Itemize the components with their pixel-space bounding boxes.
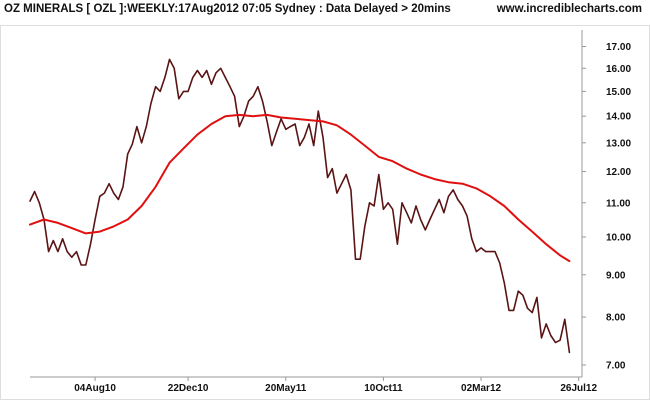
y-tick-label: 11.00: [606, 198, 631, 209]
x-tick-label: 10Oct11: [364, 383, 403, 394]
y-tick-label: 16.00: [606, 64, 631, 75]
y-tick-label: 14.00: [606, 112, 631, 123]
x-tick-label: 22Dec10: [168, 383, 209, 394]
x-tick-label: 02Mar12: [461, 383, 501, 394]
x-tick-label: 20May11: [265, 383, 307, 394]
chart-frame: [0, 25, 650, 400]
axes-layer: 7.00 8.00 9.00 10.00 11.00 12.00 13.00 14.00 15.…: [30, 30, 631, 394]
y-tick-label: 8.00: [606, 313, 626, 324]
y-tick-label: 7.00: [606, 361, 626, 372]
y-tick-label: 13.00: [606, 138, 631, 149]
price-line: [29, 58, 571, 354]
y-tick-label: 9.00: [606, 270, 626, 281]
y-tick-label: 12.00: [606, 167, 631, 178]
plot-layer: [29, 58, 571, 354]
x-tick-label: 04Aug10: [74, 383, 116, 394]
x-tick-label: 26Jul12: [560, 383, 597, 394]
site-url[interactable]: www.incrediblecharts.com: [496, 3, 642, 15]
y-tick-label: 15.00: [606, 87, 631, 98]
y-tick-label: 17.00: [606, 42, 631, 53]
y-tick-label: 10.00: [606, 232, 631, 243]
moving-average-line: [29, 113, 571, 263]
chart-title: OZ MINERALS [ OZL ]:WEEKLY:17Aug2012 07:…: [4, 3, 451, 15]
